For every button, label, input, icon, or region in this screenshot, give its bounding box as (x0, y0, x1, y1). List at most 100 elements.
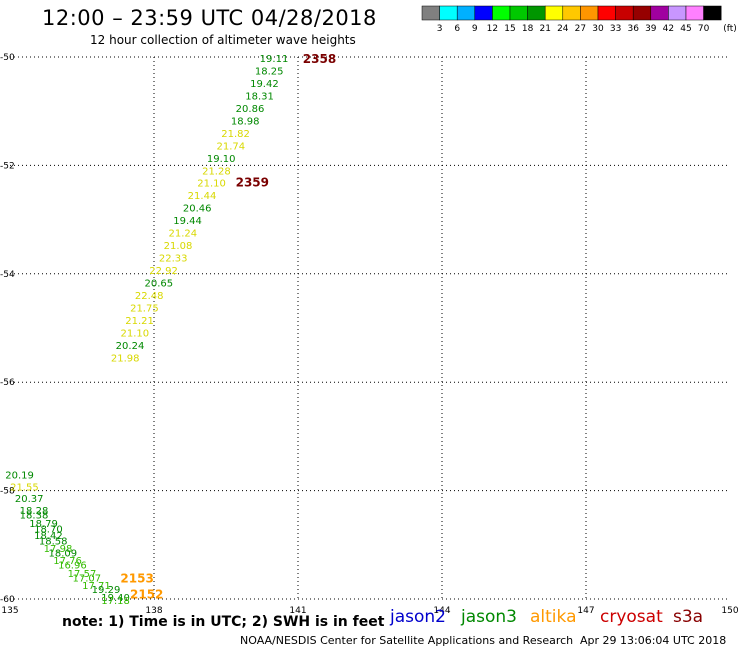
wave-height-label: 18.42 (34, 531, 63, 542)
y-tick-label: -60 (0, 595, 15, 605)
legend-swatch (703, 5, 722, 21)
wave-height-label: 18.38 (20, 510, 49, 521)
wave-height-label: 18.09 (48, 548, 77, 559)
wave-height-label: 21.10 (120, 328, 149, 339)
wave-height-label: 18.58 (39, 536, 68, 547)
wave-height-label: 19.44 (173, 216, 202, 227)
pass-time-label: 2152 (130, 588, 163, 602)
legend-tick-label: 70 (698, 24, 710, 34)
x-tick-label: 141 (289, 606, 306, 616)
satellite-s3a: s3a (673, 607, 704, 627)
y-tick-label: -58 (0, 487, 15, 497)
legend-tick-label: 9 (472, 24, 478, 34)
legend-swatch (456, 5, 476, 21)
legend-tick-label: 21 (539, 24, 550, 34)
wave-height-label: 20.46 (183, 204, 212, 215)
wave-height-label: 21.44 (188, 191, 217, 202)
wave-height-label: 20.86 (236, 104, 265, 115)
wave-height-label: 20.19 (5, 470, 34, 481)
wave-height-label: 18.25 (255, 67, 284, 78)
pass-time-label: 2358 (303, 52, 336, 66)
x-tick-label: 135 (1, 606, 18, 616)
wave-height-label: 21.98 (111, 353, 140, 364)
wave-height-label: 18.31 (245, 91, 274, 102)
wave-height-label: 21.10 (197, 179, 226, 190)
footer-note: note: 1) Time is in UTC; 2) SWH is in fe… (62, 614, 385, 630)
generated-timestamp: Apr 29 13:06:04 UTC 2018 (580, 634, 727, 647)
wave-height-label: 17.76 (53, 556, 82, 567)
wave-height-label: 19.11 (260, 54, 289, 65)
legend-tick-label: 24 (557, 24, 569, 34)
y-tick-label: -52 (0, 161, 15, 171)
legend-swatch (615, 5, 634, 21)
wave-height-label: 21.75 (130, 303, 159, 314)
legend-unit: (ft) (723, 24, 737, 34)
wave-height-label: 21.08 (164, 241, 193, 252)
wave-height-label: 22.33 (159, 254, 188, 265)
satellite-jason2: jason2 (390, 607, 446, 627)
legend-swatch (439, 5, 458, 21)
wave-height-label: 21.82 (221, 129, 250, 140)
wave-height-label: 20.65 (144, 278, 173, 289)
chart-grid (10, 56, 730, 600)
x-tick-label: 147 (577, 606, 594, 616)
x-tick-label: 138 (145, 606, 162, 616)
wave-height-label: 19.10 (207, 154, 236, 165)
axis-ticks: 135 138 141 144 147 150 -50 -52 -54 -56 -58 -60 (0, 53, 739, 616)
legend-swatch (421, 5, 440, 21)
legend-tick-label: 33 (610, 24, 621, 34)
wave-height-label: 17.71 (82, 581, 111, 592)
y-tick-label: -50 (0, 53, 15, 63)
y-tick-label: -54 (0, 270, 15, 280)
legend-tick-label: 45 (680, 24, 691, 34)
satellite-jason3: jason3 (461, 607, 517, 627)
wave-height-label: 21.24 (168, 229, 197, 240)
legend-swatch (474, 5, 493, 21)
legend-swatch (527, 5, 546, 21)
wave-height-label: 18.79 (29, 519, 58, 530)
wave-height-label: 21.74 (216, 141, 245, 152)
wave-height-label: 21.21 (125, 316, 154, 327)
legend-swatch (492, 5, 511, 21)
wave-height-label: 17.18 (101, 596, 130, 607)
wave-height-label: 16.96 (58, 560, 87, 571)
legend-swatch (580, 5, 599, 21)
wave-height-label: 18.98 (231, 116, 260, 127)
pass-time-label: 2359 (236, 176, 269, 190)
wave-height-label: 22.48 (135, 291, 164, 302)
color-scale-legend: 3 6 9 12 15 18 21 24 27 30 33 36 39 42 45 70 (ft) (421, 5, 737, 34)
wave-height-label: 18.70 (34, 525, 63, 536)
time-labels: 2358 2359 2153 2152 (120, 52, 336, 601)
wave-height-label: 19.40 (101, 593, 130, 604)
satellite-altika: altika (530, 607, 577, 627)
wave-height-label: 19.29 (92, 585, 121, 596)
wave-height-label: 21.28 (202, 166, 231, 177)
legend-swatch (632, 5, 652, 21)
credit-line: NOAA/NESDIS Center for Satellite Applica… (240, 634, 574, 647)
wave-height-label: 17.07 (72, 573, 101, 584)
legend-tick-label: 39 (645, 24, 657, 34)
wave-height-label: 21.55 (10, 482, 39, 493)
legend-swatch (685, 5, 704, 21)
legend-tick-label: 27 (575, 24, 586, 34)
legend-swatch (597, 5, 616, 21)
legend-tick-label: 18 (522, 24, 534, 34)
x-tick-label: 144 (433, 606, 450, 616)
legend-tick-label: 36 (627, 24, 639, 34)
legend-tick-label: 12 (487, 24, 498, 34)
legend-tick-label: 42 (663, 24, 674, 34)
legend-tick-label: 6 (454, 24, 460, 34)
legend-swatch (562, 5, 581, 21)
legend-tick-label: 30 (592, 24, 604, 34)
wave-height-label: 22.92 (149, 266, 178, 277)
wave-height-label: 20.24 (116, 341, 145, 352)
satellite-cryosat: cryosat (600, 607, 663, 627)
wave-height-label: 20.37 (15, 494, 44, 505)
y-tick-label: -56 (0, 378, 15, 388)
wave-height-label: 18.28 (20, 506, 49, 517)
legend-swatch (544, 5, 564, 21)
wave-height-label: 17.98 (44, 544, 73, 555)
wave-height-label: 17.57 (68, 569, 97, 580)
wave-height-label: 19.42 (250, 79, 279, 90)
